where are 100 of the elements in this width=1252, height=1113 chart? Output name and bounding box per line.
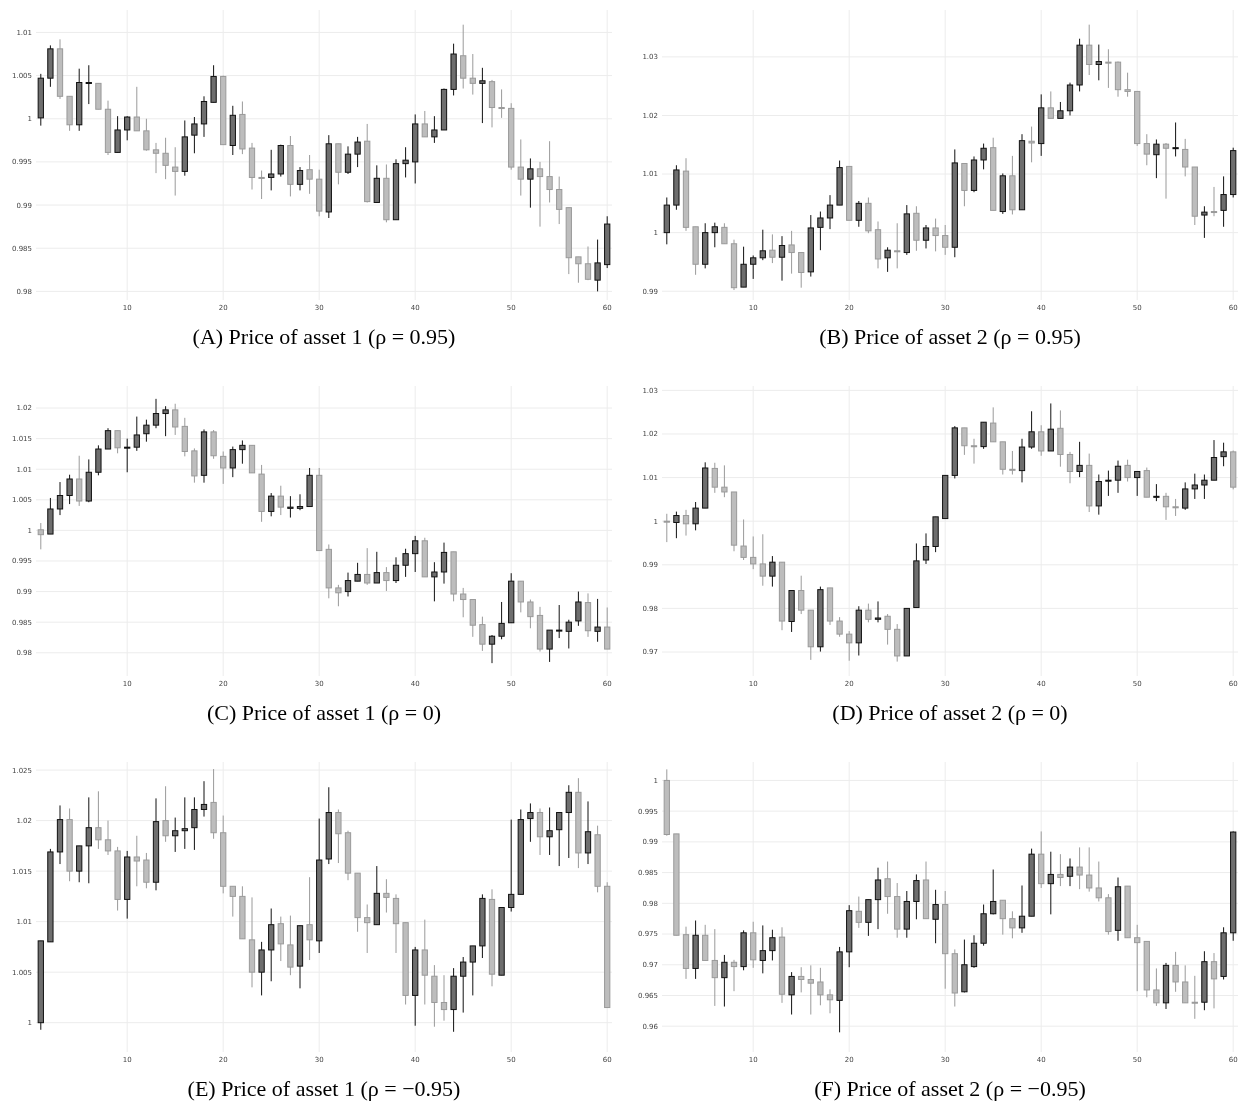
candlestick (1191, 975, 1198, 1020)
candlestick (1038, 424, 1045, 457)
candlestick (527, 599, 534, 629)
candlestick (556, 176, 563, 225)
candlestick (575, 591, 582, 627)
candlestick (104, 427, 112, 450)
candlestick (344, 145, 352, 175)
candlestick (922, 224, 930, 249)
candlestick (517, 580, 524, 613)
candlestick (750, 254, 757, 280)
candlestick (1057, 853, 1064, 887)
candlestick (143, 118, 150, 152)
candlestick (364, 903, 371, 954)
candlestick (884, 613, 891, 646)
candlestick (162, 405, 169, 437)
candlestick (191, 796, 198, 851)
candlestick (460, 956, 467, 1014)
candlestick (536, 161, 544, 228)
candlestick (1105, 48, 1112, 89)
candlestick (412, 535, 419, 573)
candlestick (565, 784, 572, 859)
candlestick (759, 924, 766, 974)
candlestick (1124, 459, 1131, 482)
candlestick (114, 115, 121, 153)
candlestick (440, 542, 448, 585)
candlestick (469, 945, 476, 996)
candlestick (740, 518, 747, 561)
candlestick (402, 146, 409, 178)
candlestick (711, 462, 718, 494)
candlestick (1018, 885, 1026, 934)
candlestick (1095, 861, 1102, 902)
candlestick (287, 495, 294, 519)
candlestick (594, 598, 601, 643)
candlestick (383, 878, 390, 914)
candlestick (884, 861, 891, 915)
candlestick (191, 116, 198, 154)
candlestick (498, 601, 505, 640)
candlestick (1076, 441, 1083, 478)
candlestick (874, 600, 882, 623)
candlestick (56, 481, 64, 516)
candlestick (172, 146, 179, 197)
candlestick (133, 835, 140, 887)
candlestick (604, 606, 611, 650)
candlestick (421, 110, 428, 138)
candlestick (479, 616, 486, 652)
candlestick (1028, 410, 1035, 450)
candlestick (1086, 846, 1093, 893)
candlestick (546, 629, 553, 663)
candlestick (874, 867, 882, 930)
candlestick (1066, 857, 1074, 887)
candlestick (152, 398, 160, 429)
candlestick (172, 817, 179, 853)
candlestick (1153, 967, 1160, 1007)
candlestick (181, 796, 188, 850)
candlestick (769, 555, 776, 588)
candlestick (1095, 44, 1102, 81)
candlestick (1182, 481, 1189, 511)
candlestick (721, 954, 728, 1008)
candlestick (798, 966, 805, 993)
candlestick (517, 138, 524, 197)
candlestick (258, 170, 265, 200)
candlestick (788, 971, 795, 1016)
candlestick (133, 86, 140, 132)
candlestick (66, 474, 73, 505)
candlestick (922, 532, 930, 565)
candlestick (373, 551, 380, 584)
candlestick (1210, 439, 1218, 481)
candlestick (913, 873, 920, 920)
candlestick (721, 222, 728, 245)
candlestick (1047, 851, 1054, 915)
candlestick (721, 464, 728, 498)
candlestick (711, 928, 718, 1007)
candlestick (239, 439, 246, 465)
candlestick (1182, 964, 1189, 1004)
candlestick (306, 154, 313, 195)
candlestick (1114, 460, 1122, 494)
candlestick (268, 149, 275, 191)
candlestick (440, 974, 448, 1022)
candlestick (1201, 205, 1208, 239)
candlestick (673, 511, 680, 539)
candlestick (565, 619, 572, 649)
candlestick (546, 806, 553, 856)
candlestick (999, 899, 1006, 936)
candlestick (798, 575, 805, 615)
text: (A) Price of asset 1 (ρ = 0.95) (192, 324, 456, 349)
candlestick (1220, 442, 1227, 467)
candlestick (1143, 133, 1150, 166)
candlestick (306, 876, 313, 961)
candlestick (980, 143, 987, 170)
candlestick (584, 800, 592, 865)
candlestick (460, 24, 467, 90)
candlestick (1182, 138, 1189, 177)
candlestick (124, 115, 131, 141)
candlestick (104, 820, 112, 856)
candlestick (229, 446, 236, 478)
candlestick (546, 140, 553, 203)
candlestick (769, 929, 776, 961)
candlestick (1191, 473, 1198, 500)
candlestick (431, 115, 438, 144)
candlestick (1201, 474, 1208, 500)
